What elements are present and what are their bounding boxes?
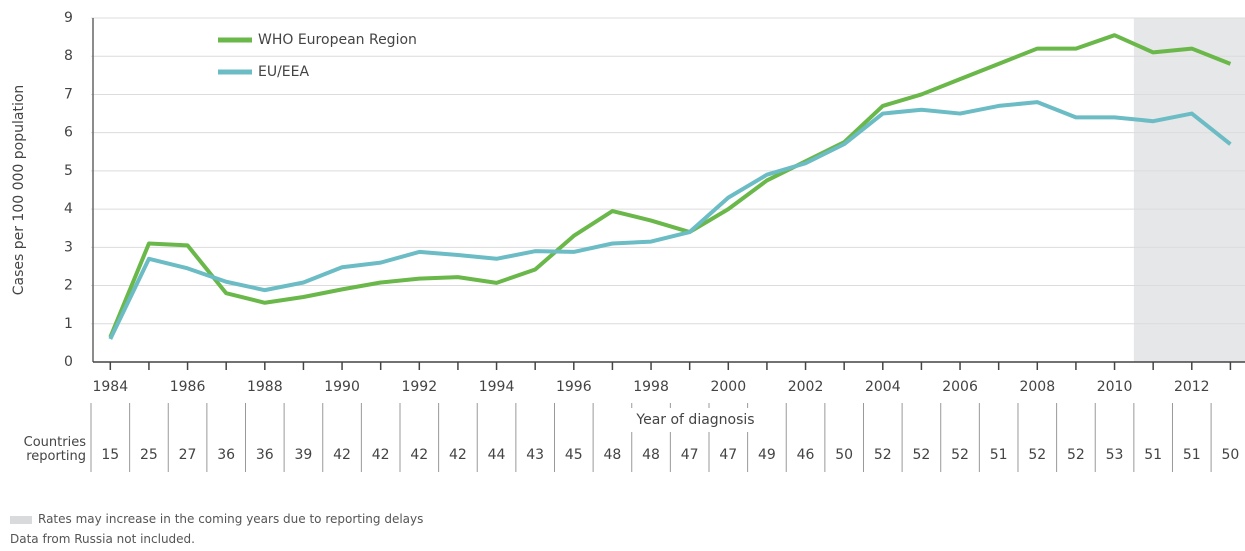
countries-value: 27 [179, 447, 197, 463]
x-tick-label: 2012 [1174, 379, 1210, 395]
countries-value: 43 [526, 447, 544, 463]
countries-value: 52 [913, 447, 931, 463]
countries-value: 45 [565, 447, 583, 463]
note: Rates may increase in the coming years d… [10, 512, 423, 526]
legend-label: EU/EEA [258, 64, 310, 80]
countries-value: 53 [1106, 447, 1124, 463]
x-tick-label: 2008 [1019, 379, 1055, 395]
y-tick-label: 8 [64, 48, 73, 64]
x-tick-label: 1986 [170, 379, 206, 395]
legend-label: WHO European Region [258, 32, 417, 48]
countries-value: 44 [488, 447, 506, 463]
countries-value: 52 [1028, 447, 1046, 463]
countries-value: 51 [1183, 447, 1201, 463]
countries-value: 50 [1221, 447, 1239, 463]
shade-key [10, 515, 32, 524]
countries-label: Countries reporting [23, 435, 86, 464]
y-tick-label: 9 [64, 10, 73, 26]
x-tick-label: 2000 [710, 379, 746, 395]
note-text: Rates may increase in the coming years d… [38, 512, 424, 526]
label-bg [616, 408, 777, 432]
countries-value: 42 [333, 447, 351, 463]
countries-value: 52 [1067, 447, 1085, 463]
x-tick-label: 2002 [788, 379, 824, 395]
x-tick-label: 1990 [324, 379, 360, 395]
countries-value: 42 [372, 447, 390, 463]
countries-value: 48 [642, 447, 660, 463]
x-tick-label: 1984 [92, 379, 128, 395]
x-tick-label: 1996 [556, 379, 592, 395]
y-tick-label: 6 [64, 125, 73, 141]
y-tick-label: 0 [64, 354, 73, 370]
countries-value: 15 [101, 447, 119, 463]
y-tick-label: 1 [64, 316, 73, 332]
countries-value: 42 [410, 447, 428, 463]
y-tick-label: 3 [64, 239, 73, 255]
countries-value: 48 [604, 447, 622, 463]
series-line [108, 100, 1232, 340]
countries-value: 25 [140, 447, 158, 463]
countries-value: 46 [797, 447, 815, 463]
x-tick-label: 2006 [942, 379, 978, 395]
countries-value: 39 [295, 447, 313, 463]
x-tick-label: 1994 [479, 379, 515, 395]
y-tick-label: 2 [64, 278, 73, 294]
y-tick-label: 7 [64, 86, 73, 102]
countries-value: 52 [874, 447, 892, 463]
countries-value: 52 [951, 447, 969, 463]
countries-value: 51 [1144, 447, 1162, 463]
series-line [108, 33, 1232, 338]
y-tick-label: 4 [64, 201, 73, 217]
x-tick-label: 1998 [633, 379, 669, 395]
x-tick-label: 1992 [401, 379, 437, 395]
y-tick-label: 5 [64, 163, 73, 179]
countries-value: 47 [719, 447, 737, 463]
countries-value: 36 [217, 447, 235, 463]
countries-value: 49 [758, 447, 776, 463]
x-tick-label: 2004 [865, 379, 901, 395]
countries-value: 47 [681, 447, 699, 463]
note: Data from Russia not included. [10, 532, 195, 546]
countries-value: 51 [990, 447, 1008, 463]
y-axis-label: Cases per 100 000 population [11, 85, 27, 296]
countries-value: 42 [449, 447, 467, 463]
countries-value: 36 [256, 447, 274, 463]
x-tick-label: 2010 [1097, 379, 1133, 395]
delay-shade [1133, 18, 1245, 362]
x-tick-label: 1988 [247, 379, 283, 395]
countries-value: 50 [835, 447, 853, 463]
x-axis-label: Year of diagnosis [635, 412, 754, 428]
